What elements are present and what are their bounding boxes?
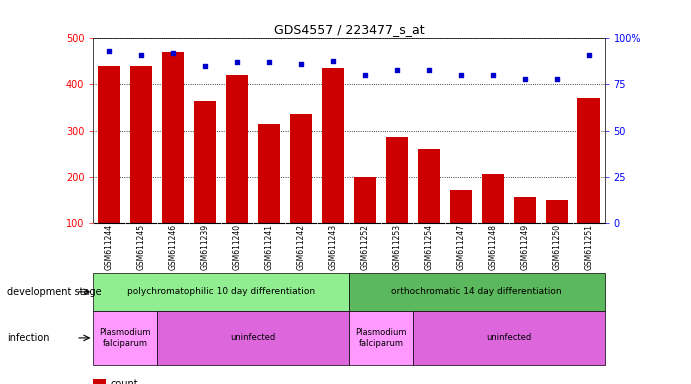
- Point: [455, 72, 466, 78]
- Text: GSM611242: GSM611242: [296, 224, 305, 270]
- Text: development stage: development stage: [7, 287, 102, 297]
- Text: GSM611249: GSM611249: [520, 224, 529, 270]
- Bar: [349, 311, 413, 365]
- Bar: [354, 177, 376, 223]
- Bar: [98, 66, 120, 223]
- Text: GSM611241: GSM611241: [265, 224, 274, 270]
- Point: [296, 61, 307, 67]
- Bar: [258, 124, 281, 223]
- Text: GSM611245: GSM611245: [137, 224, 146, 270]
- Text: GSM611240: GSM611240: [233, 224, 242, 270]
- Bar: [386, 137, 408, 223]
- Point: [231, 59, 243, 65]
- Bar: [93, 311, 158, 365]
- Text: GSM611250: GSM611250: [552, 224, 561, 270]
- Point: [424, 67, 435, 73]
- Point: [168, 50, 179, 56]
- Text: Plasmodium
falciparum: Plasmodium falciparum: [355, 328, 407, 348]
- Text: GSM611244: GSM611244: [105, 224, 114, 270]
- Text: GSM611248: GSM611248: [489, 224, 498, 270]
- Text: orthochromatic 14 day differentiation: orthochromatic 14 day differentiation: [392, 287, 562, 296]
- Bar: [413, 311, 605, 365]
- Text: infection: infection: [7, 333, 50, 343]
- Point: [328, 58, 339, 64]
- Bar: [322, 68, 344, 223]
- Text: GSM611247: GSM611247: [456, 224, 465, 270]
- Bar: [93, 273, 349, 311]
- Text: GSM611243: GSM611243: [328, 224, 337, 270]
- Point: [359, 72, 370, 78]
- Bar: [162, 52, 184, 223]
- Text: uninfected: uninfected: [231, 333, 276, 343]
- Text: uninfected: uninfected: [486, 333, 531, 343]
- Bar: [158, 311, 349, 365]
- Bar: [290, 114, 312, 223]
- Point: [391, 67, 402, 73]
- Point: [519, 76, 530, 82]
- Point: [263, 59, 274, 65]
- Text: GSM611252: GSM611252: [361, 224, 370, 270]
- Bar: [578, 98, 600, 223]
- Bar: [226, 75, 248, 223]
- Point: [583, 52, 594, 58]
- Bar: [482, 174, 504, 223]
- Point: [487, 72, 498, 78]
- Bar: [194, 101, 216, 223]
- Point: [135, 52, 146, 58]
- Bar: [450, 190, 472, 223]
- Text: polychromatophilic 10 day differentiation: polychromatophilic 10 day differentiatio…: [127, 287, 315, 296]
- Point: [104, 48, 115, 55]
- Bar: [513, 197, 536, 223]
- Text: GSM611253: GSM611253: [392, 224, 401, 270]
- Text: Plasmodium
falciparum: Plasmodium falciparum: [100, 328, 151, 348]
- Bar: [130, 66, 153, 223]
- Text: GSM611254: GSM611254: [424, 224, 433, 270]
- Point: [200, 63, 211, 69]
- Text: GSM611239: GSM611239: [200, 224, 209, 270]
- Text: GSM611251: GSM611251: [584, 224, 593, 270]
- Text: count: count: [111, 379, 138, 384]
- Text: GSM611246: GSM611246: [169, 224, 178, 270]
- Title: GDS4557 / 223477_s_at: GDS4557 / 223477_s_at: [274, 23, 424, 36]
- Bar: [349, 273, 605, 311]
- Point: [551, 76, 562, 82]
- Bar: [93, 379, 106, 384]
- Bar: [545, 200, 568, 223]
- Bar: [417, 149, 440, 223]
